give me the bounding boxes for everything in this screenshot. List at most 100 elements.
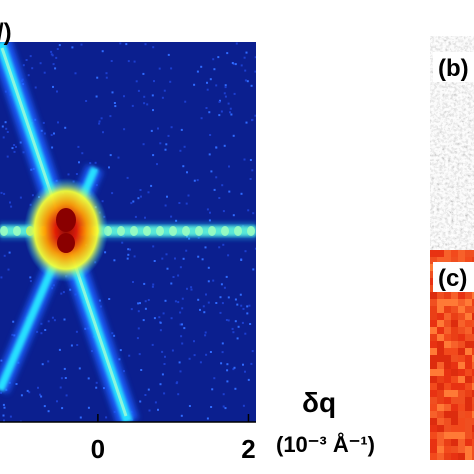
hot-pixel	[472, 390, 474, 397]
hot-pixel	[465, 292, 472, 299]
noise-pixel	[142, 143, 145, 146]
noise-pixel	[223, 92, 226, 95]
noise-pixel	[39, 393, 41, 396]
hot-pixel	[437, 348, 444, 355]
hot-pixel	[430, 425, 437, 432]
noise-pixel	[237, 325, 240, 328]
noise-pixel	[158, 316, 161, 319]
hot-pixel	[437, 292, 444, 299]
hot-pixel	[444, 390, 451, 397]
noise-pixel	[182, 257, 185, 260]
noise-pixel	[185, 249, 188, 252]
noise-pixel	[241, 321, 244, 324]
noise-pixel	[105, 76, 108, 79]
noise-pixel	[157, 408, 159, 411]
streak-bead	[13, 226, 21, 236]
noise-pixel	[60, 377, 63, 380]
noise-pixel	[147, 191, 150, 194]
hot-pixel	[444, 369, 451, 376]
hot-pixel	[472, 348, 474, 355]
noise-pixel	[148, 409, 151, 412]
noise-pixel	[220, 110, 223, 113]
central-peak	[24, 178, 108, 282]
noise-pixel	[218, 114, 221, 117]
noise-pixel	[26, 389, 29, 392]
noise-pixel	[236, 303, 239, 306]
noise-pixel	[41, 363, 44, 366]
noise-pixel	[204, 331, 207, 334]
noise-pixel	[226, 52, 229, 55]
noise-pixel	[215, 146, 218, 149]
hot-pixel	[437, 383, 444, 390]
noise-pixel	[159, 383, 162, 386]
noise-pixel	[87, 377, 90, 380]
noise-pixel	[161, 96, 164, 99]
noise-pixel	[9, 201, 11, 204]
noise-pixel	[51, 146, 54, 149]
streak-bead	[156, 226, 164, 236]
hot-pixel	[472, 362, 474, 369]
noise-pixel	[244, 370, 246, 373]
hot-pixel	[437, 411, 444, 418]
hot-pixel	[444, 383, 451, 390]
noise-pixel	[63, 367, 66, 370]
noise-pixel	[57, 121, 59, 124]
hot-pixel	[472, 257, 474, 264]
hot-pixel	[458, 390, 465, 397]
hot-pixel	[430, 446, 437, 453]
noise-pixel	[54, 67, 57, 70]
noise-pixel	[201, 258, 204, 261]
noise-pixel	[60, 292, 63, 295]
noise-pixel	[193, 354, 196, 357]
noise-pixel	[161, 373, 164, 376]
noise-pixel	[206, 208, 209, 211]
hot-pixel	[465, 432, 472, 439]
noise-pixel	[247, 378, 250, 381]
noise-pixel	[252, 212, 255, 215]
hot-pixel	[437, 257, 444, 264]
noise-pixel	[11, 147, 14, 150]
noise-pixel	[78, 367, 81, 370]
noise-pixel	[89, 162, 92, 165]
noise-pixel	[188, 405, 191, 407]
hot-pixel	[458, 257, 465, 264]
noise-pixel	[254, 70, 256, 73]
hot-pixel	[451, 404, 458, 411]
noise-pixel	[56, 400, 58, 403]
hot-pixel	[465, 425, 472, 432]
noise-pixel	[51, 316, 54, 319]
noise-pixel	[152, 245, 155, 248]
hot-pixel	[472, 418, 474, 425]
noise-pixel	[242, 307, 245, 310]
noise-pixel	[215, 176, 218, 179]
noise-pixel	[28, 391, 31, 394]
noise-pixel	[150, 129, 153, 132]
noise-pixel	[190, 286, 193, 289]
noise-pixel	[36, 330, 39, 333]
hot-pixel	[451, 411, 458, 418]
noise-pixel	[6, 155, 9, 158]
noise-pixel	[58, 44, 61, 47]
x-tick-label: 0	[91, 434, 105, 464]
noise-pixel	[222, 210, 225, 213]
hot-pixel	[430, 355, 437, 362]
noise-pixel	[225, 319, 228, 321]
noise-pixel	[232, 214, 235, 217]
noise-pixel	[98, 120, 101, 123]
noise-pixel	[218, 246, 221, 249]
hot-pixel	[465, 355, 472, 362]
noise-pixel	[29, 280, 32, 283]
hot-pixel	[458, 348, 465, 355]
noise-pixel	[111, 91, 114, 94]
hot-pixel	[465, 376, 472, 383]
hot-pixel	[458, 327, 465, 334]
noise-pixel	[206, 81, 208, 84]
noise-pixel	[254, 247, 256, 250]
panel-b-label-box	[433, 52, 474, 82]
hot-pixel	[465, 404, 472, 411]
noise-pixel	[50, 50, 53, 53]
noise-pixel	[39, 62, 42, 65]
noise-pixel	[224, 86, 227, 89]
noise-pixel	[152, 283, 155, 286]
noise-pixel	[221, 184, 224, 187]
